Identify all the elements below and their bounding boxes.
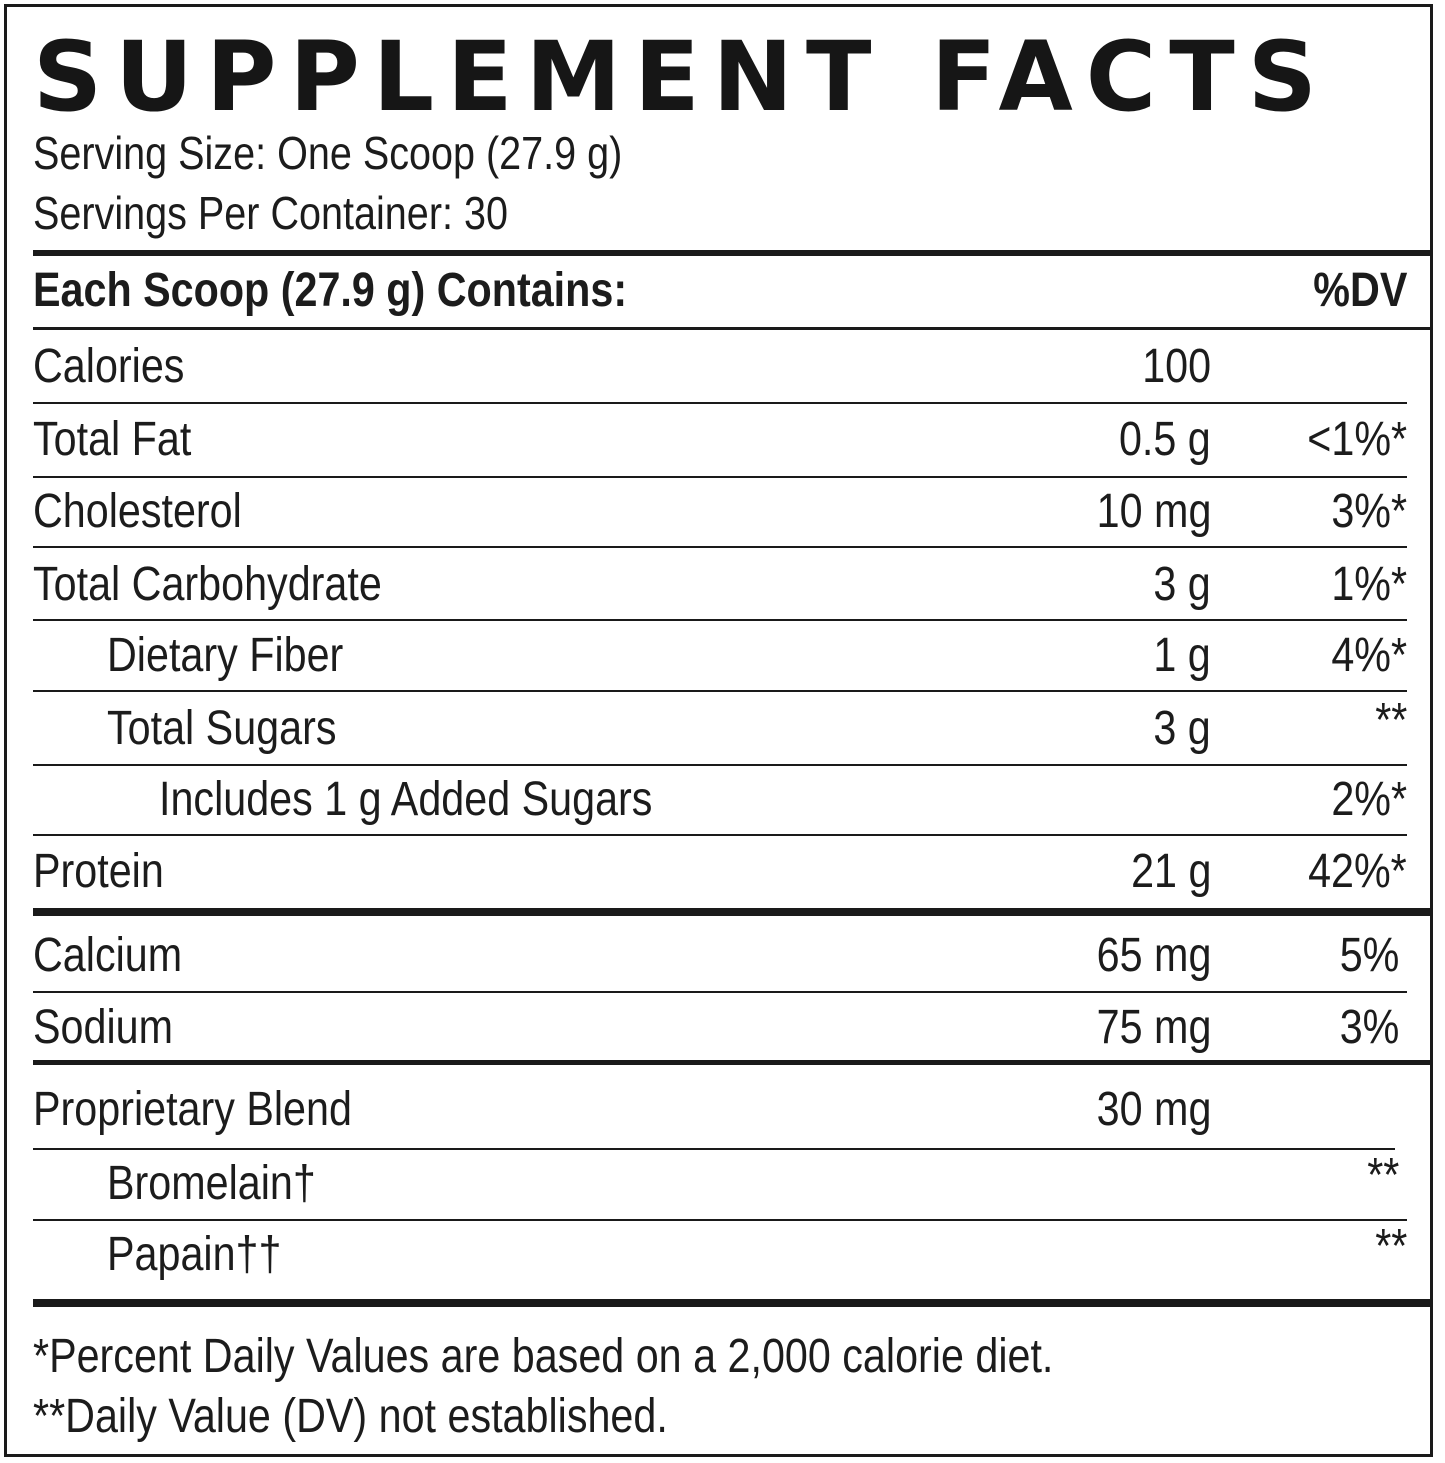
nutrient-name: Total Sugars — [107, 702, 337, 755]
divider — [33, 991, 1407, 993]
divider — [33, 402, 1407, 404]
header-dv-label: %DV — [1312, 264, 1407, 317]
nutrient-dv: 4%* — [1331, 629, 1407, 682]
nutrient-row-added-sugars: Includes 1 g Added Sugars 2%* — [33, 764, 1407, 836]
divider — [33, 690, 1407, 692]
divider — [33, 1219, 1407, 1221]
nutrient-name: Total Fat — [33, 413, 192, 466]
nutrient-row-cholesterol: Cholesterol 10 mg 3%* — [33, 476, 1407, 548]
mineral-name: Calcium — [33, 929, 183, 982]
blend-name: Bromelain† — [107, 1157, 316, 1210]
nutrient-dv: 42%* — [1308, 845, 1407, 898]
servings-per-container: Servings Per Container: 30 — [33, 187, 508, 239]
nutrient-name: Protein — [33, 845, 164, 898]
thick-divider — [33, 1299, 1433, 1307]
footnote-percent-dv: *Percent Daily Values are based on a 2,0… — [33, 1330, 1054, 1383]
divider — [33, 546, 1407, 548]
blend-row-bromelain: Bromelain† ** — [33, 1148, 1407, 1220]
nutrient-dv: <1%* — [1307, 413, 1407, 466]
divider — [33, 476, 1407, 478]
mineral-amount: 65 mg — [1096, 929, 1211, 982]
mineral-dv: 3% — [1339, 1001, 1399, 1054]
nutrient-row-calories: Calories 100 — [33, 331, 1407, 403]
nutrient-name: Cholesterol — [33, 485, 242, 538]
blend-name: Papain†† — [107, 1228, 282, 1281]
blend-row-papain: Papain†† ** — [33, 1219, 1407, 1291]
nutrient-name: Total Carbohydrate — [33, 558, 382, 611]
nutrient-amount: 0.5 g — [1119, 413, 1211, 466]
thick-divider — [33, 250, 1433, 256]
blend-amount: 30 mg — [1096, 1083, 1211, 1136]
mineral-dv: 5% — [1339, 929, 1399, 982]
nutrient-name: Calories — [33, 340, 185, 393]
nutrient-amount: 10 mg — [1096, 485, 1211, 538]
nutrient-row-total-sugars: Total Sugars 3 g ** — [33, 693, 1407, 765]
divider — [33, 619, 1407, 621]
nutrient-amount: 100 — [1142, 340, 1211, 393]
mineral-row-calcium: Calcium 65 mg 5% — [33, 920, 1407, 992]
thick-divider — [33, 908, 1433, 916]
blend-dv: ** — [1374, 1220, 1407, 1273]
nutrient-amount: 3 g — [1153, 702, 1211, 755]
mineral-name: Sodium — [33, 1001, 173, 1054]
nutrient-amount: 3 g — [1153, 558, 1211, 611]
divider — [33, 764, 1407, 766]
nutrient-row-protein: Protein 21 g 42%* — [33, 836, 1407, 908]
nutrient-dv: 3%* — [1331, 485, 1407, 538]
blend-dv: ** — [1366, 1149, 1399, 1202]
divider — [33, 834, 1407, 836]
nutrient-amount: 21 g — [1130, 845, 1211, 898]
blend-row-proprietary: Proprietary Blend 30 mg — [33, 1074, 1407, 1146]
mineral-row-sodium: Sodium 75 mg 3% — [33, 992, 1407, 1064]
nutrient-dv: 2%* — [1331, 773, 1407, 826]
divider — [33, 327, 1433, 330]
header-contains-label: Each Scoop (27.9 g) Contains: — [33, 264, 628, 317]
supplement-facts-panel: SUPPLEMENT FACTS Serving Size: One Scoop… — [4, 4, 1433, 1457]
serving-size: Serving Size: One Scoop (27.9 g) — [33, 127, 623, 179]
nutrient-row-total-carbohydrate: Total Carbohydrate 3 g 1%* — [33, 549, 1407, 621]
nutrient-name: Includes 1 g Added Sugars — [159, 773, 653, 826]
mineral-amount: 75 mg — [1096, 1001, 1211, 1054]
nutrient-row-total-fat: Total Fat 0.5 g <1%* — [33, 404, 1407, 476]
label-title: SUPPLEMENT FACTS — [33, 21, 1330, 133]
divider — [33, 1148, 1395, 1150]
nutrient-amount: 1 g — [1153, 629, 1211, 682]
nutrient-dv: ** — [1374, 694, 1407, 747]
table-header: Each Scoop (27.9 g) Contains: %DV — [33, 255, 1407, 327]
footnote-dv-not-established: **Daily Value (DV) not established. — [33, 1390, 668, 1443]
thick-divider — [33, 1060, 1433, 1065]
blend-name: Proprietary Blend — [33, 1083, 352, 1136]
nutrient-row-dietary-fiber: Dietary Fiber 1 g 4%* — [33, 620, 1407, 692]
nutrient-dv: 1%* — [1331, 558, 1407, 611]
nutrient-name: Dietary Fiber — [107, 629, 344, 682]
